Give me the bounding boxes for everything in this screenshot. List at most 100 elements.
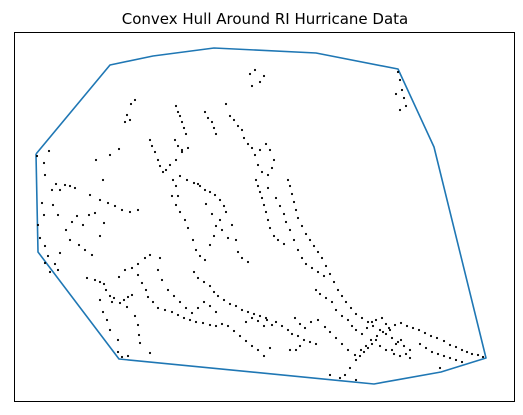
data-point	[365, 326, 369, 330]
data-point	[196, 306, 200, 310]
data-point	[334, 336, 338, 340]
data-point	[303, 326, 307, 330]
data-point	[73, 186, 77, 190]
data-point	[232, 329, 236, 333]
data-point	[50, 188, 54, 192]
data-point	[430, 350, 434, 354]
data-point	[388, 328, 392, 332]
data-point	[68, 238, 72, 242]
data-point	[349, 306, 353, 310]
data-point	[198, 254, 202, 258]
data-point	[161, 170, 165, 174]
data-point	[212, 234, 216, 238]
data-point	[213, 193, 217, 197]
data-point	[360, 316, 364, 320]
data-point	[438, 366, 442, 370]
data-point	[278, 204, 282, 208]
data-point	[218, 218, 222, 222]
data-point	[158, 256, 162, 260]
data-point	[224, 210, 228, 214]
data-point	[98, 298, 102, 302]
data-point	[222, 204, 226, 208]
data-point	[178, 114, 182, 118]
data-point	[328, 330, 332, 334]
data-point	[366, 320, 370, 324]
data-point	[308, 340, 312, 344]
data-point	[276, 238, 280, 242]
data-point	[364, 344, 368, 348]
data-point	[246, 142, 250, 146]
data-point	[375, 334, 379, 338]
data-point	[214, 324, 218, 328]
data-point	[42, 161, 46, 165]
data-point	[110, 300, 114, 304]
data-point	[163, 308, 167, 312]
data-point	[101, 310, 105, 314]
data-point	[123, 268, 127, 272]
data-point	[202, 280, 206, 284]
data-point	[138, 341, 142, 345]
data-point	[156, 306, 160, 310]
data-point	[371, 324, 375, 328]
data-point	[174, 203, 178, 207]
data-point	[192, 270, 196, 274]
data-point	[178, 174, 182, 178]
data-point	[250, 344, 254, 348]
data-point	[232, 118, 236, 122]
data-point	[264, 316, 268, 320]
data-point	[260, 170, 264, 174]
data-point	[366, 346, 370, 350]
data-point	[136, 208, 140, 212]
data-point	[190, 311, 194, 315]
data-point	[266, 173, 270, 177]
data-point	[203, 188, 207, 192]
data-point	[246, 310, 250, 314]
data-point	[234, 304, 238, 308]
data-point	[102, 221, 106, 225]
data-point	[293, 316, 297, 320]
data-point	[324, 296, 328, 300]
data-point	[404, 104, 408, 108]
data-point	[212, 126, 216, 130]
data-point	[360, 332, 364, 336]
data-point	[435, 336, 439, 340]
data-point	[186, 146, 190, 150]
data-point	[240, 256, 244, 260]
data-point	[246, 260, 250, 264]
data-point	[284, 220, 288, 224]
data-point	[258, 80, 262, 84]
data-point	[214, 310, 218, 314]
data-point	[296, 248, 300, 252]
data-point	[286, 328, 290, 332]
data-point	[174, 184, 178, 188]
data-point	[214, 224, 218, 228]
data-point	[54, 182, 58, 186]
data-point	[188, 318, 192, 322]
data-point	[268, 226, 272, 230]
data-point	[399, 338, 403, 342]
data-point	[262, 74, 266, 78]
data-point	[222, 298, 226, 302]
data-point	[203, 110, 207, 114]
data-point	[262, 354, 266, 358]
data-point	[442, 339, 446, 343]
data-point	[402, 344, 406, 348]
data-point	[302, 338, 306, 342]
data-point	[405, 324, 409, 328]
data-point	[359, 348, 363, 352]
data-point	[128, 210, 132, 214]
data-point	[88, 193, 92, 197]
data-point	[370, 342, 374, 346]
data-point	[196, 182, 200, 186]
data-point	[296, 216, 300, 220]
data-point	[120, 208, 124, 212]
data-point	[203, 258, 207, 262]
data-point	[38, 236, 42, 240]
data-point	[151, 300, 155, 304]
data-point	[398, 108, 402, 112]
data-point	[338, 376, 342, 380]
data-point	[133, 314, 137, 318]
data-point	[346, 348, 350, 352]
data-point	[112, 296, 116, 300]
data-point	[164, 168, 168, 172]
